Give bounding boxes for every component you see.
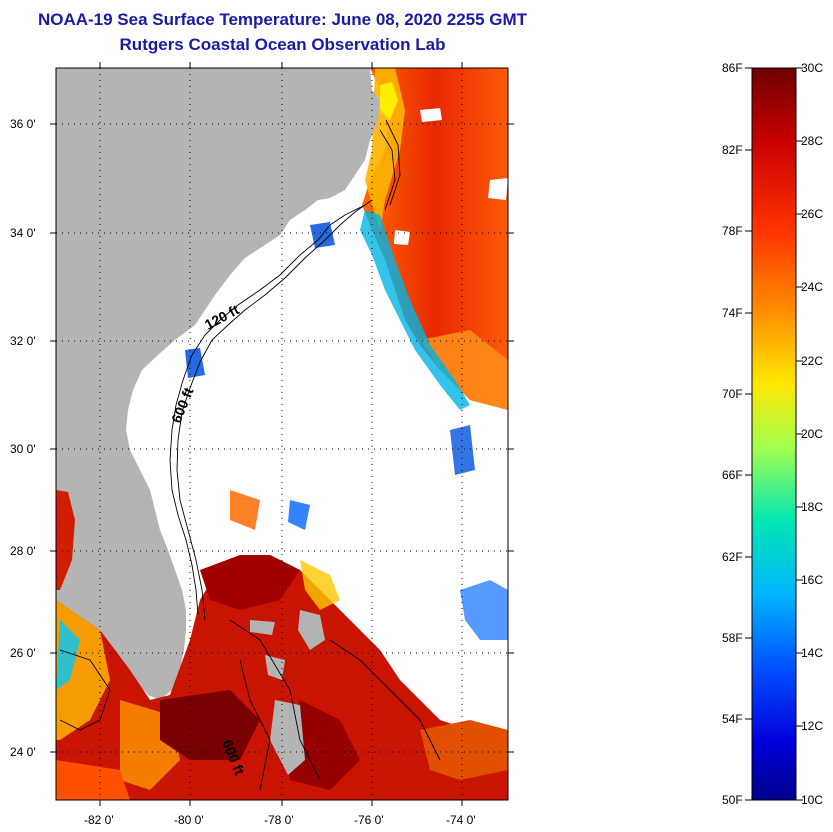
cb-c-label: 18C [801, 500, 824, 514]
lon-label-80: -80 0' [174, 813, 204, 827]
cb-f-label: 78F [722, 224, 743, 238]
graticule [56, 68, 508, 800]
cb-f-label: 86F [722, 61, 743, 75]
bathymetry-contours [59, 119, 441, 791]
lat-label-24: 24 0' [10, 745, 36, 759]
cb-f-label: 62F [722, 550, 743, 564]
cb-f-label: 50F [722, 793, 743, 807]
cb-f-label: 54F [722, 712, 743, 726]
lat-label-32: 32 0' [10, 334, 36, 348]
cb-c-label: 10C [801, 793, 824, 807]
lat-label-34: 34 0' [10, 226, 36, 240]
cb-c-label: 24C [801, 280, 824, 294]
lat-label-36: 36 0' [10, 117, 36, 131]
cb-f-label: 66F [722, 468, 743, 482]
cb-f-label: 74F [722, 306, 743, 320]
lon-label-74: -74 0' [446, 813, 476, 827]
map-ticks [50, 62, 514, 806]
lon-label-76: -76 0' [354, 813, 384, 827]
cb-c-label: 28C [801, 134, 824, 148]
cb-c-label: 26C [801, 207, 824, 221]
cb-c-label: 30C [801, 61, 824, 75]
map-subtitle: Rutgers Coastal Ocean Observation Lab [119, 35, 446, 54]
cb-f-label: 70F [722, 387, 743, 401]
colorbar-ticks [745, 67, 803, 801]
cb-f-label: 58F [722, 631, 743, 645]
cb-c-label: 20C [801, 427, 824, 441]
lon-label-82: -82 0' [84, 813, 114, 827]
cb-c-label: 12C [801, 719, 824, 733]
land-southeast-us [56, 68, 380, 700]
cb-c-label: 22C [801, 354, 824, 368]
map-title: NOAA-19 Sea Surface Temperature: June 08… [37, 10, 528, 29]
sst-colorbar [751, 67, 797, 801]
lat-label-28: 28 0' [10, 544, 36, 558]
cb-c-label: 16C [801, 573, 824, 587]
cb-f-label: 82F [722, 143, 743, 157]
lon-label-78: -78 0' [264, 813, 294, 827]
cb-c-label: 14C [801, 646, 824, 660]
lat-label-26: 26 0' [10, 646, 36, 660]
lat-label-30: 30 0' [10, 442, 36, 456]
